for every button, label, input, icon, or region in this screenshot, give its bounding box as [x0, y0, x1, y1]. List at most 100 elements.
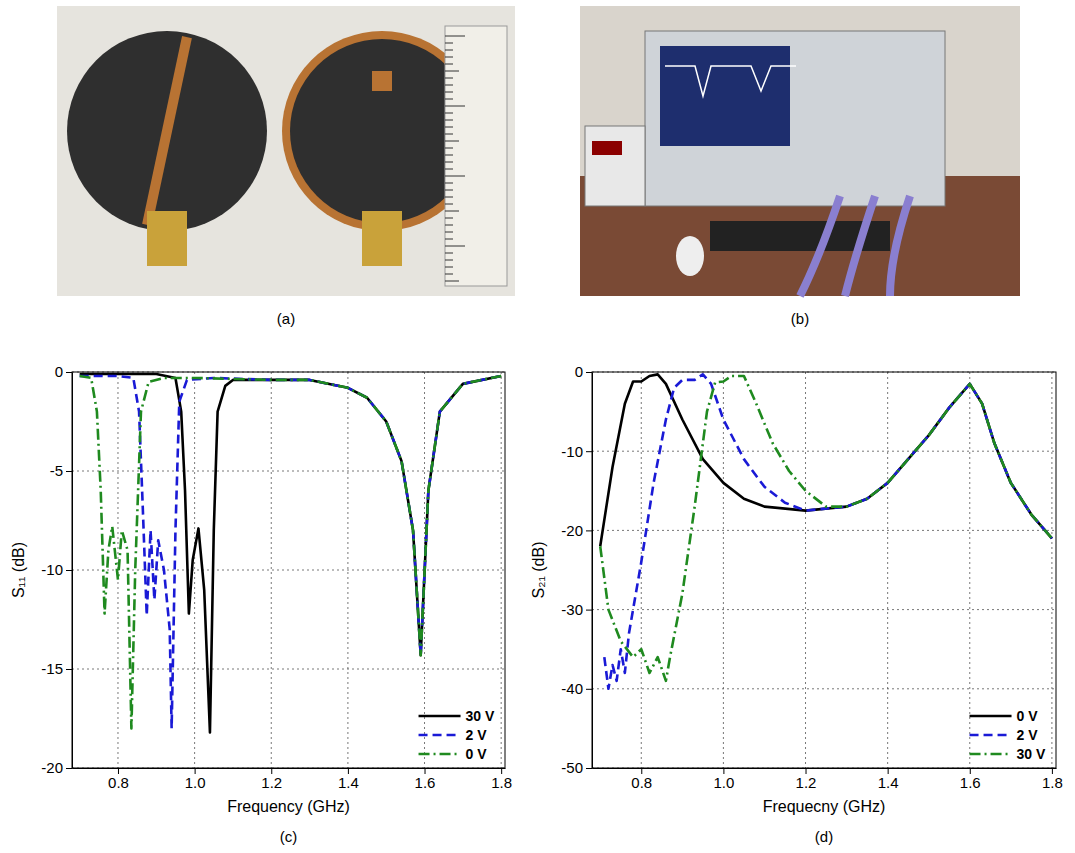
y-axis: -50 -40 -30 -20 -10 0	[561, 363, 592, 776]
tick: -10	[561, 443, 592, 460]
cable	[845, 196, 875, 296]
axis-line	[72, 373, 73, 769]
grid-line-x	[969, 372, 970, 768]
tick: 0	[575, 363, 592, 380]
grid-line-y	[72, 570, 505, 571]
mouse	[676, 236, 704, 276]
y-axis: -20 -15 -10 -5 0	[41, 363, 72, 776]
sma-connector	[362, 211, 402, 266]
ruler-tick	[445, 190, 453, 191]
tick-mark	[586, 372, 592, 373]
tick-label: 1.2	[261, 774, 282, 791]
x-axis-title: Frequency (GHz)	[227, 798, 350, 815]
y-axis-title: S₁₁ (dB)	[10, 542, 27, 598]
ruler-tick	[445, 43, 453, 44]
legend-label: 0 V	[1017, 708, 1039, 724]
analyzer	[645, 31, 945, 206]
panel-label: (c)	[280, 828, 298, 845]
ruler	[445, 26, 507, 286]
series-line	[604, 374, 1052, 688]
grid-line-x	[194, 372, 195, 768]
ruler-tick	[445, 85, 453, 86]
tick-mark	[66, 669, 72, 670]
chart: 0.81.01.21.41.61.8-50-40-30-20-100Freque…	[530, 363, 1063, 845]
ruler-tick	[445, 141, 459, 142]
tick: 1.0	[713, 768, 734, 791]
legend-swatch	[419, 715, 461, 718]
ruler-tick	[445, 225, 453, 226]
tick: 1.6	[415, 768, 436, 791]
tick: 1.6	[960, 768, 981, 791]
tick: -40	[561, 680, 592, 697]
ruler-tick	[445, 218, 453, 219]
legend-label: 0 V	[466, 746, 488, 762]
panel-label: (d)	[815, 828, 833, 845]
tick-label: 1.8	[1042, 774, 1063, 791]
tick-label: -5	[50, 462, 63, 479]
grid-line-y	[592, 530, 1056, 531]
photo-b	[580, 6, 1020, 296]
tick: -15	[41, 660, 72, 677]
tick-mark	[586, 689, 592, 690]
tick: 1.2	[261, 768, 282, 791]
tick-label: 1.4	[338, 774, 359, 791]
axis-line	[593, 768, 1057, 769]
grid-line-x	[723, 372, 724, 768]
legend-swatch	[419, 753, 461, 756]
tick-mark	[586, 451, 592, 452]
tick: -5	[50, 462, 72, 479]
tick-label: 1.8	[491, 774, 512, 791]
tick-label: -40	[561, 680, 583, 697]
ruler-tick	[445, 204, 453, 205]
ruler-tick	[445, 71, 459, 72]
grid-line-y	[72, 669, 505, 670]
ruler-tick	[445, 232, 453, 233]
grid-line-y	[72, 471, 505, 472]
grid-line-x	[887, 372, 888, 768]
grid-line-x	[271, 372, 272, 768]
grid-line-x	[501, 372, 502, 768]
tick: -10	[41, 561, 72, 578]
ruler-tick	[445, 134, 453, 135]
panel-label: (a)	[277, 310, 295, 327]
tick: -30	[561, 601, 592, 618]
plot-lines	[600, 374, 1052, 688]
panel-label: (b)	[791, 310, 809, 327]
photo-a	[57, 6, 515, 296]
tick: 0.8	[108, 768, 129, 791]
ruler-tick	[445, 50, 453, 51]
legend-swatch	[970, 753, 1012, 756]
x-axis: 0.81.01.21.41.61.8	[593, 768, 1063, 791]
copper-patch	[372, 71, 392, 91]
tick-label: 1.0	[185, 774, 206, 791]
cable	[800, 196, 840, 296]
grid	[592, 372, 1056, 768]
tick-label: 0	[55, 363, 63, 380]
x-axis-title: Frequecny (GHz)	[763, 798, 886, 815]
plot-frame	[592, 372, 1056, 768]
legend-label: 2 V	[466, 727, 488, 743]
tick-label: -50	[561, 759, 583, 776]
tick-label: 1.6	[415, 774, 436, 791]
ruler-tick	[445, 253, 453, 254]
plot-frame	[72, 372, 505, 768]
tick-label: 1.2	[796, 774, 817, 791]
grid	[72, 372, 505, 768]
tick-label: -10	[561, 443, 583, 460]
tick-label: 0.8	[631, 774, 652, 791]
tick-label: -30	[561, 601, 583, 618]
ruler-tick	[445, 92, 453, 93]
axis-line	[592, 373, 593, 769]
tick-label: -20	[561, 522, 583, 539]
legend-swatch	[970, 734, 1012, 737]
tick: 1.2	[796, 768, 817, 791]
tick-label: -20	[41, 759, 63, 776]
ruler-tick	[445, 281, 459, 282]
series-line	[600, 374, 1052, 546]
chart: 0.8 1.0 1.2 1.4 1.6 1.8 -20 -15 -10 -5 0 Frequency …	[10, 363, 512, 845]
y-axis-title: S₂₁ (dB)	[530, 542, 547, 599]
tick: -20	[41, 759, 72, 776]
legend-label: 2 V	[1017, 727, 1039, 743]
ruler-tick	[445, 260, 453, 261]
ruler-tick	[445, 176, 465, 177]
